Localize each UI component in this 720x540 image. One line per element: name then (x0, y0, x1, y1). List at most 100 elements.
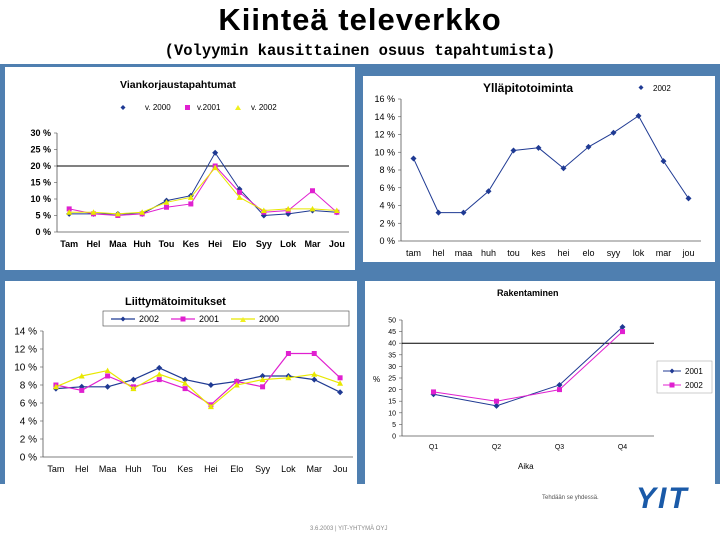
data-point (610, 129, 617, 136)
x-tick-label: Tou (152, 464, 167, 474)
x-tick-label: Hel (75, 464, 89, 474)
chart-panel-viankorjaus: Viankorjaustapahtumat v. 2000 v.2001 v. … (5, 67, 355, 270)
y-tick-label: 12 % (14, 345, 37, 356)
series-2002 (52, 364, 344, 396)
chart-title: Liittymätoimitukset (125, 296, 226, 308)
x-tick-label: Lok (281, 464, 296, 474)
series-line (69, 166, 337, 215)
y-tick-label: 6 % (379, 183, 395, 193)
data-point (236, 186, 243, 193)
chart-yllapito: Ylläpitotoiminta 2002 0 % 2 % 4 % 6 % 8 % 10 … (374, 81, 701, 258)
y-tick-label: 40 (388, 341, 396, 348)
x-tick-label: Hel (86, 239, 100, 249)
data-point (207, 403, 214, 410)
y-tick-label: 15 (388, 399, 396, 406)
data-point (156, 377, 162, 383)
data-point (259, 373, 266, 379)
x-tick-label: Q3 (555, 444, 564, 451)
data-point (510, 147, 517, 154)
x-tick-label: Kes (183, 239, 200, 249)
footer-text: 3.6.2003 | YIT-YHTYMÄ OYJ (310, 526, 388, 532)
series-2000 (52, 367, 344, 410)
y-tick-label: 14 % (14, 327, 37, 338)
x-tick-label: Syy (255, 464, 271, 474)
x-tick-label: Lok (280, 239, 297, 249)
series-2002 (431, 329, 625, 404)
x-tick-label: Kes (177, 464, 193, 474)
legend-item: v. 2000 (120, 103, 171, 112)
chart-liittyma: Liittymätoimitukset 2002 2001 2000 0 % 2 … (14, 296, 353, 474)
x-tick-label: Tam (60, 239, 78, 249)
x-tick-label: Jou (329, 239, 345, 249)
y-tick-label: 25 (388, 375, 396, 382)
x-axis-label: Aika (518, 462, 534, 471)
x-tick-label: Elo (232, 239, 247, 249)
x-tick-label: tou (507, 248, 520, 258)
legend-item: 2001 (663, 367, 703, 376)
y-tick-label: 16 % (374, 94, 395, 104)
data-point (311, 376, 318, 383)
data-point (234, 378, 240, 384)
slide-subtitle: (Volyymin kausittainen osuus tapahtumist… (164, 42, 556, 60)
data-point (660, 158, 667, 165)
x-tick-label: Maa (99, 464, 117, 474)
y-tick-label: 30 % (30, 128, 51, 138)
legend: 2001 2002 (656, 360, 713, 394)
series-line (55, 352, 341, 406)
data-point (90, 209, 97, 215)
legend-item: v.2001 (185, 103, 221, 112)
x-tick-label: Huh (133, 239, 151, 249)
y-tick-label: 5 (392, 422, 396, 429)
data-point (188, 201, 194, 207)
data-point (207, 382, 214, 388)
x-tick-label: Huh (125, 464, 142, 474)
y-tick-label: 0 % (379, 236, 395, 246)
footer-band (0, 484, 720, 540)
legend-item: 2000 (231, 314, 279, 324)
series-line (55, 367, 341, 393)
y-tick-label: 10 (388, 410, 396, 417)
data-point (337, 389, 344, 396)
y-tick-label: 20 % (30, 161, 51, 171)
y-tick-label: 0 (392, 433, 396, 440)
y-tick-label: 30 (388, 364, 396, 371)
data-point (212, 149, 219, 156)
data-point (635, 112, 642, 119)
series-line (433, 331, 623, 402)
x-tick-label: Q2 (492, 444, 501, 451)
x-tick-label: Syy (256, 239, 272, 249)
data-point (560, 165, 567, 172)
y-tick-label: 2 % (379, 218, 395, 228)
y-tick-label: 0 % (20, 453, 37, 464)
data-point (156, 371, 163, 377)
y-tick-label: 50 (388, 317, 396, 324)
data-point (52, 383, 59, 390)
data-point (236, 194, 243, 200)
x-tick-label: hel (432, 248, 444, 258)
data-point (460, 209, 467, 216)
data-point (66, 209, 73, 215)
series-line (433, 326, 623, 407)
x-tick-label: kes (531, 248, 546, 258)
x-tick-label: jou (681, 248, 694, 258)
data-point (79, 387, 85, 393)
y-tick-label: 10 % (14, 363, 37, 374)
x-tick-label: syy (607, 248, 621, 258)
legend-marker (638, 85, 644, 90)
x-tick-label: mar (656, 248, 672, 258)
data-point (337, 380, 344, 386)
legend-item: 2002 (111, 314, 159, 324)
data-point (285, 351, 291, 356)
legend-label: v. 2000 (145, 103, 171, 112)
series-line (55, 369, 341, 408)
legend-label: 2002 (653, 84, 671, 93)
x-tick-label: Tam (47, 464, 64, 474)
data-point (233, 382, 240, 388)
y-tick-label: 14 % (374, 112, 395, 122)
x-tick-label: Q1 (429, 444, 438, 451)
data-point (557, 387, 562, 393)
x-tick-label: elo (582, 248, 594, 258)
data-point (535, 144, 542, 151)
y-tick-label: 10 % (30, 194, 51, 204)
data-point (130, 376, 137, 383)
